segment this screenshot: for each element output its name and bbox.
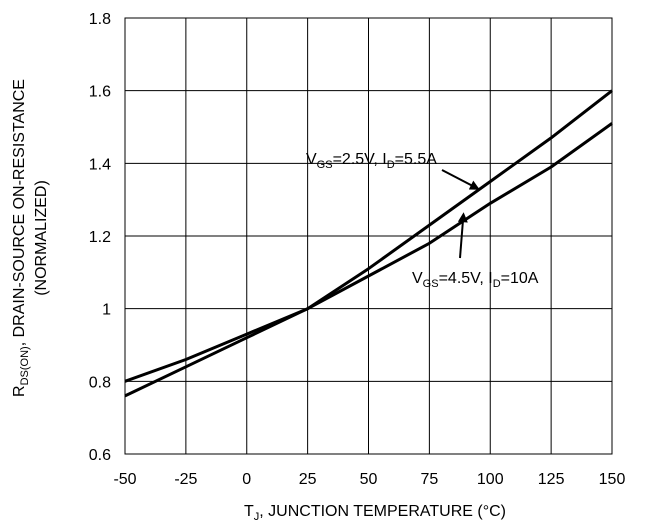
series-line-1 [124,89,613,398]
annotations: VGS=2.5V, ID=5.5A VGS=4.5V, ID=10A [306,151,539,290]
x-tick-label: 100 [477,471,504,488]
plot-frame [124,17,613,455]
y-tick-label: 1.6 [89,84,111,101]
x-tick-label: 75 [420,471,438,488]
y-tick-label: 0.8 [89,374,111,391]
series-annotation-2: VGS=4.5V, ID=10A [412,270,539,290]
x-tick-label: -50 [113,471,136,488]
x-tick-labels: -50 -25 0 25 50 75 100 125 150 [113,471,625,488]
y-tick-label: 0.6 [89,447,111,464]
y-axis-label-rest: , DRAIN-SOURCE ON-RESISTANCE [11,79,28,346]
x-axis-label: TJ, JUNCTION TEMPERATURE (°C) [244,503,506,523]
x-axis-label-rest: , JUNCTION TEMPERATURE (°C) [259,503,506,520]
x-axis-label-subscript: J [254,511,260,523]
x-tick-label: 150 [599,471,626,488]
x-axis-label-main: T [244,503,254,520]
x-tick-label: 25 [299,471,317,488]
y-tick-label: 1 [102,302,111,319]
x-tick-label: 0 [242,471,251,488]
y-axis-label-line2: (NORMALIZED) [33,180,50,296]
annotation-arrow-1 [441,169,480,190]
y-axis-label: RDS(ON), DRAIN-SOURCE ON-RESISTANCE [11,79,31,397]
series-annotation-1: VGS=2.5V, ID=5.5A [306,151,437,171]
grid [124,17,613,455]
series-line-2 [124,122,613,383]
y-tick-labels: 0.6 0.8 1 1.2 1.4 1.6 1.8 [89,11,111,464]
annotation-arrow-2 [457,212,468,259]
y-axis-label-subscript: DS(ON) [19,346,31,385]
series-group [124,89,613,398]
x-tick-label: 125 [538,471,565,488]
x-tick-label: -25 [174,471,197,488]
x-tick-label: 50 [360,471,378,488]
y-tick-label: 1.2 [89,229,111,246]
y-tick-label: 1.8 [89,11,111,28]
y-axis-label-main: R [11,385,28,397]
y-tick-label: 1.4 [89,156,111,173]
